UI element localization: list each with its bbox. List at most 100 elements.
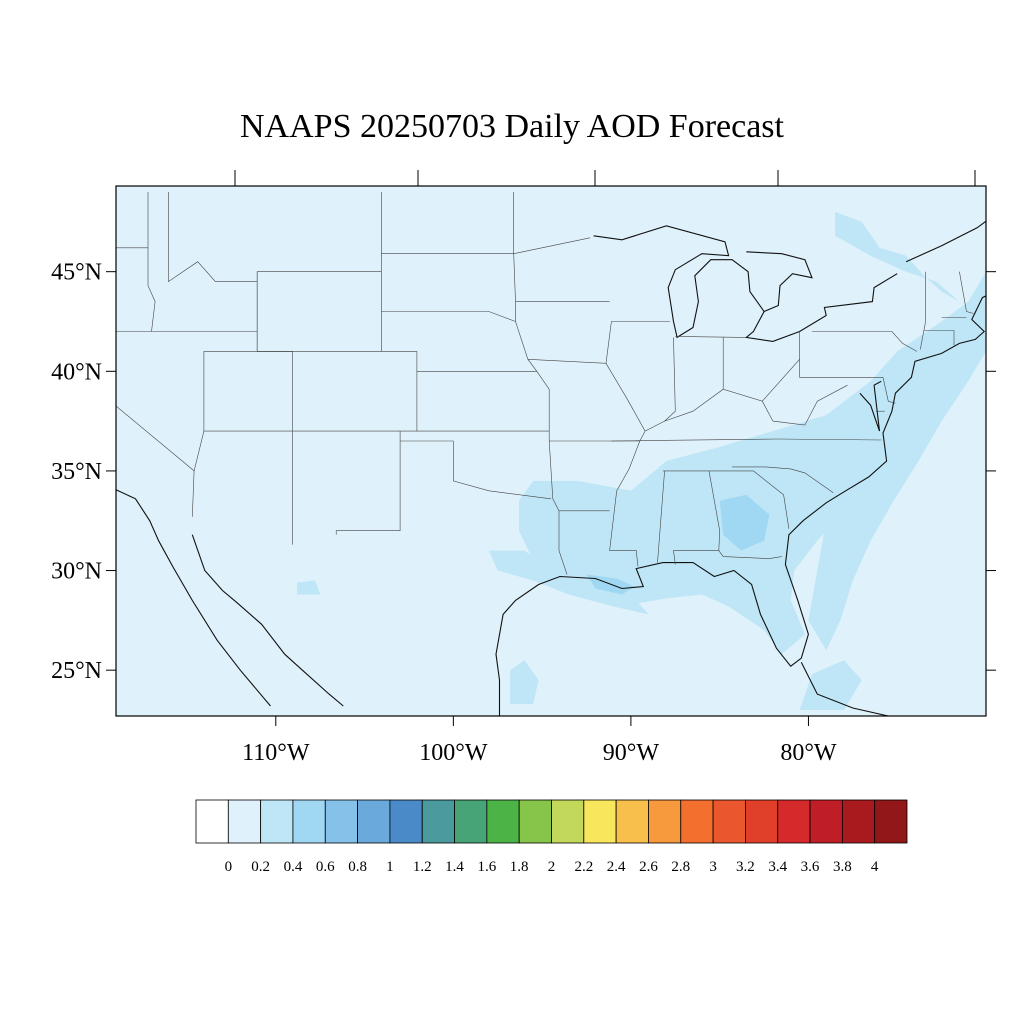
colorbar-label: 2.8 xyxy=(671,859,690,875)
colorbar-label: 2.4 xyxy=(607,859,626,875)
coastline-0 xyxy=(116,489,271,707)
colorbar: 0 0.2 0.4 0.6 0.8 1 1.2 1.4 1.6 1.8 2 2.2 2.4 2.6 2.8 3… xyxy=(195,799,908,875)
colorbar-label: 0.4 xyxy=(284,859,303,875)
colorbar-swatch xyxy=(486,799,520,844)
coastline-layer xyxy=(116,220,986,716)
state-boundary-30 xyxy=(664,337,676,422)
state-boundary-33 xyxy=(644,359,800,432)
aod-region-georgia-core xyxy=(719,494,770,551)
colorbar-label: 2.6 xyxy=(639,859,658,875)
colorbar-label: 1.4 xyxy=(445,859,464,875)
axis-ticks: 25°N 30°N 35°N 40°N 45°N 110°W 100°W 90°W 80°W xyxy=(51,170,996,766)
colorbar-swatch xyxy=(357,799,391,844)
colorbar-swatch xyxy=(874,799,908,844)
colorbar-swatch xyxy=(518,799,552,844)
state-boundary-27 xyxy=(611,438,882,442)
colorbar-label: 0 xyxy=(225,859,233,875)
state-boundary-41 xyxy=(882,377,896,404)
state-boundary-32 xyxy=(675,336,747,338)
state-boundary-1 xyxy=(147,192,156,332)
colorbar-swatch xyxy=(712,799,746,844)
colorbar-label: 4 xyxy=(871,859,879,875)
colorbar-swatch xyxy=(260,799,294,844)
colorbar-swatch xyxy=(195,799,229,844)
coastline-5 xyxy=(746,251,813,313)
colorbar-swatch xyxy=(809,799,843,844)
map-title: NAAPS 20250703 Daily AOD Forecast xyxy=(240,108,784,145)
state-boundary-28 xyxy=(732,466,834,494)
colorbar-swatch xyxy=(324,799,358,844)
colorbar-swatch xyxy=(421,799,455,844)
lat-tick-label: 25°N xyxy=(51,658,102,684)
coastline-7 xyxy=(905,220,986,263)
aod-region-southeast-plume xyxy=(519,271,986,655)
colorbar-label: 1 xyxy=(386,859,394,875)
aod-region-gulf-of-mexico-patch xyxy=(510,660,539,704)
aod-region-mexico-patch xyxy=(297,580,321,595)
lon-tick-label: 90°W xyxy=(603,740,660,766)
colorbar-label: 0.6 xyxy=(316,859,335,875)
colorbar-label: 3.4 xyxy=(768,859,787,875)
state-boundary-20 xyxy=(605,363,646,567)
colorbar-swatch xyxy=(841,799,876,844)
colorbar-label: 1.8 xyxy=(510,859,529,875)
state-boundary-9 xyxy=(256,271,418,432)
coastline-6 xyxy=(800,661,889,716)
state-boundary-36 xyxy=(812,331,917,352)
colorbar-label: 1.2 xyxy=(413,859,432,875)
colorbar-label: 3.6 xyxy=(801,859,820,875)
colorbar-label: 1.6 xyxy=(477,859,496,875)
colorbar-swatch xyxy=(583,799,617,844)
aod-region-gulf-coast-band xyxy=(488,550,649,615)
state-boundary-37 xyxy=(920,271,926,350)
lat-tick-label: 40°N xyxy=(51,359,102,385)
state-boundaries-layer xyxy=(116,192,974,575)
colorbar-label: 2.2 xyxy=(574,859,593,875)
lat-tick-label: 30°N xyxy=(51,559,102,585)
colorbar-label: 3 xyxy=(709,859,717,875)
state-boundary-34 xyxy=(799,331,883,378)
coastline-2 xyxy=(495,295,986,716)
lon-tick-label: 80°W xyxy=(780,740,837,766)
coastline-3 xyxy=(859,380,882,432)
state-boundary-35 xyxy=(762,384,848,426)
colorbar-swatch xyxy=(615,799,649,844)
aod-region-cuba-bahamas-patch xyxy=(799,660,862,710)
colorbar-swatch xyxy=(227,799,262,844)
state-boundary-25 xyxy=(718,550,782,559)
colorbar-swatch xyxy=(777,799,811,844)
state-boundary-38 xyxy=(959,271,974,314)
state-boundary-19 xyxy=(527,321,670,364)
lon-tick-label: 100°W xyxy=(419,740,488,766)
state-boundary-12 xyxy=(381,311,516,322)
colorbar-label: 0.8 xyxy=(348,859,367,875)
lat-tick-label: 45°N xyxy=(51,260,102,286)
state-boundary-3 xyxy=(116,405,195,472)
colorbar-swatch xyxy=(648,799,682,844)
colorbar-swatch xyxy=(389,799,423,844)
state-boundary-17 xyxy=(513,237,591,254)
aod-region-atlantic-plume xyxy=(808,301,986,651)
state-boundary-16 xyxy=(513,192,568,575)
lat-tick-label: 35°N xyxy=(51,459,102,485)
state-boundary-29 xyxy=(753,470,790,529)
colorbar-label: 3.8 xyxy=(833,859,852,875)
colorbar-label: 0.2 xyxy=(251,859,270,875)
map-frame xyxy=(115,185,987,717)
aod-regions-layer xyxy=(297,211,986,710)
colorbar-swatch xyxy=(680,799,714,844)
colorbar-swatch xyxy=(292,799,326,844)
coastline-4 xyxy=(593,225,898,342)
coastline-1 xyxy=(191,534,344,707)
state-boundary-10 xyxy=(335,431,401,535)
state-boundary-15 xyxy=(400,440,552,500)
colorbar-label: 2 xyxy=(548,859,556,875)
colorbar-swatch xyxy=(551,799,585,844)
state-boundary-39 xyxy=(923,330,955,346)
colorbar-swatch xyxy=(454,799,488,844)
lon-tick-label: 110°W xyxy=(242,740,310,766)
state-boundary-23 xyxy=(657,470,665,563)
colorbar-label: 3.2 xyxy=(736,859,755,875)
colorbar-swatch xyxy=(745,799,779,844)
